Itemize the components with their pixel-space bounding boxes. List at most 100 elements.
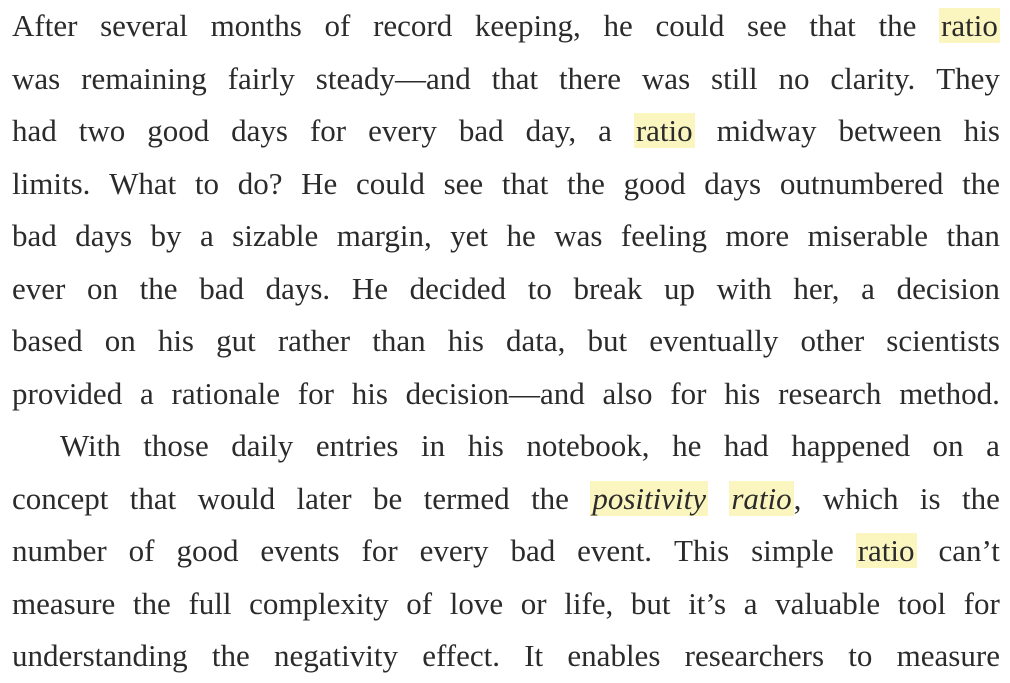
word: later xyxy=(296,480,352,516)
word: feeling xyxy=(620,218,707,253)
word-group: complexity xyxy=(249,578,388,631)
word: her, xyxy=(793,270,840,306)
word: also xyxy=(602,375,653,411)
word: every xyxy=(419,533,489,568)
word: After xyxy=(12,8,78,43)
word-group: for xyxy=(964,578,1000,631)
word: bad xyxy=(12,218,57,253)
word-group: ratio xyxy=(855,525,917,578)
word: good xyxy=(623,165,686,201)
word: be xyxy=(372,480,403,516)
word: complexity xyxy=(249,585,389,621)
word: eventually xyxy=(649,323,779,358)
highlighted-word[interactable]: ratio xyxy=(633,113,695,148)
word: number xyxy=(12,533,107,568)
word-group: the xyxy=(212,630,250,683)
word-group: effect. xyxy=(422,630,500,683)
word: love xyxy=(449,585,504,621)
word: measure xyxy=(896,638,1000,673)
word: that xyxy=(809,8,856,43)
word: yet xyxy=(450,218,489,253)
word: on xyxy=(932,428,964,463)
word-group: two xyxy=(79,105,126,158)
word-group: it’s xyxy=(688,578,726,631)
word-group: for xyxy=(362,525,398,578)
word-group: event. xyxy=(577,525,652,578)
word-group: be xyxy=(373,473,402,526)
word-group: keeping, xyxy=(475,0,581,53)
word: fairly xyxy=(227,60,295,96)
word: ever xyxy=(12,270,66,306)
word-group: for xyxy=(298,368,334,421)
word-group: was xyxy=(12,53,60,106)
word-group: the xyxy=(567,158,605,211)
word: is xyxy=(919,480,941,516)
word-group: After xyxy=(12,0,77,53)
paragraph: With those daily entries in his notebook, he had… xyxy=(12,420,1000,683)
word: but xyxy=(587,323,628,358)
word-group: entries xyxy=(316,420,399,473)
word: tool xyxy=(897,585,947,621)
word-group: the xyxy=(878,0,916,53)
word: but xyxy=(630,585,671,621)
highlighted-word[interactable]: ratio xyxy=(855,533,917,568)
word-group: daily xyxy=(231,420,293,473)
word-group: the xyxy=(962,473,1000,526)
text-line: provided a rationale for his decision—and also… xyxy=(12,368,1000,421)
word-group: What xyxy=(109,158,176,211)
word-group: miserable xyxy=(808,210,929,263)
word: of xyxy=(128,533,155,568)
word-group: steady—and xyxy=(316,53,471,106)
word-group: a xyxy=(140,368,154,421)
word-group: between xyxy=(838,105,941,158)
word: between xyxy=(838,113,942,148)
word-group: love xyxy=(450,578,503,631)
word: measure xyxy=(12,585,116,621)
text-line: was remaining fairly steady—and that there was… xyxy=(12,53,1000,106)
word: was xyxy=(12,60,61,96)
word: do? xyxy=(237,165,283,201)
word-group: could xyxy=(356,158,425,211)
word-group: was xyxy=(642,53,690,106)
word-group: feeling xyxy=(621,210,707,263)
word-group: do? xyxy=(238,158,283,211)
text-line: After several months of record keeping, he coul… xyxy=(12,0,1000,53)
word-group: would xyxy=(198,473,276,526)
word-group: life, xyxy=(564,578,613,631)
word: other xyxy=(800,323,865,358)
word-group: he xyxy=(506,210,535,263)
word: event. xyxy=(577,533,653,568)
word: notebook, xyxy=(526,428,650,463)
word: margin, xyxy=(336,218,432,253)
word-group: They xyxy=(936,53,1000,106)
word-group: that xyxy=(492,53,539,106)
highlighted-word[interactable]: ratio xyxy=(939,8,1000,43)
highlighted-word[interactable]: ratio xyxy=(729,480,794,516)
word: days. xyxy=(265,270,331,306)
word: it’s xyxy=(688,585,727,621)
word: This xyxy=(674,533,730,568)
word-group: margin, xyxy=(337,210,432,263)
word: outnumbered xyxy=(779,165,944,201)
word-group: of xyxy=(325,0,351,53)
word: full xyxy=(188,585,232,621)
highlighted-word[interactable]: positivity xyxy=(590,480,708,516)
word: limits. xyxy=(12,165,91,201)
word: than xyxy=(372,323,426,358)
word-group: there xyxy=(559,53,621,106)
word: would xyxy=(197,480,276,516)
word-group: his xyxy=(158,315,194,368)
word-group: up xyxy=(664,263,695,316)
word-group: decision—and xyxy=(406,368,585,421)
text-line: measure the full complexity of love or life, but… xyxy=(12,578,1000,631)
word-group: had xyxy=(724,420,769,473)
word-group: valuable xyxy=(775,578,880,631)
word-group: also xyxy=(603,368,653,421)
word-group: than xyxy=(372,315,425,368)
word-group: his xyxy=(352,368,388,421)
word: decision—and xyxy=(405,375,585,411)
word: They xyxy=(936,60,1000,96)
text-line: limits. What to do? He could see that the good day… xyxy=(12,158,1000,211)
word-group: every xyxy=(368,105,437,158)
word: scientists xyxy=(886,323,1000,358)
